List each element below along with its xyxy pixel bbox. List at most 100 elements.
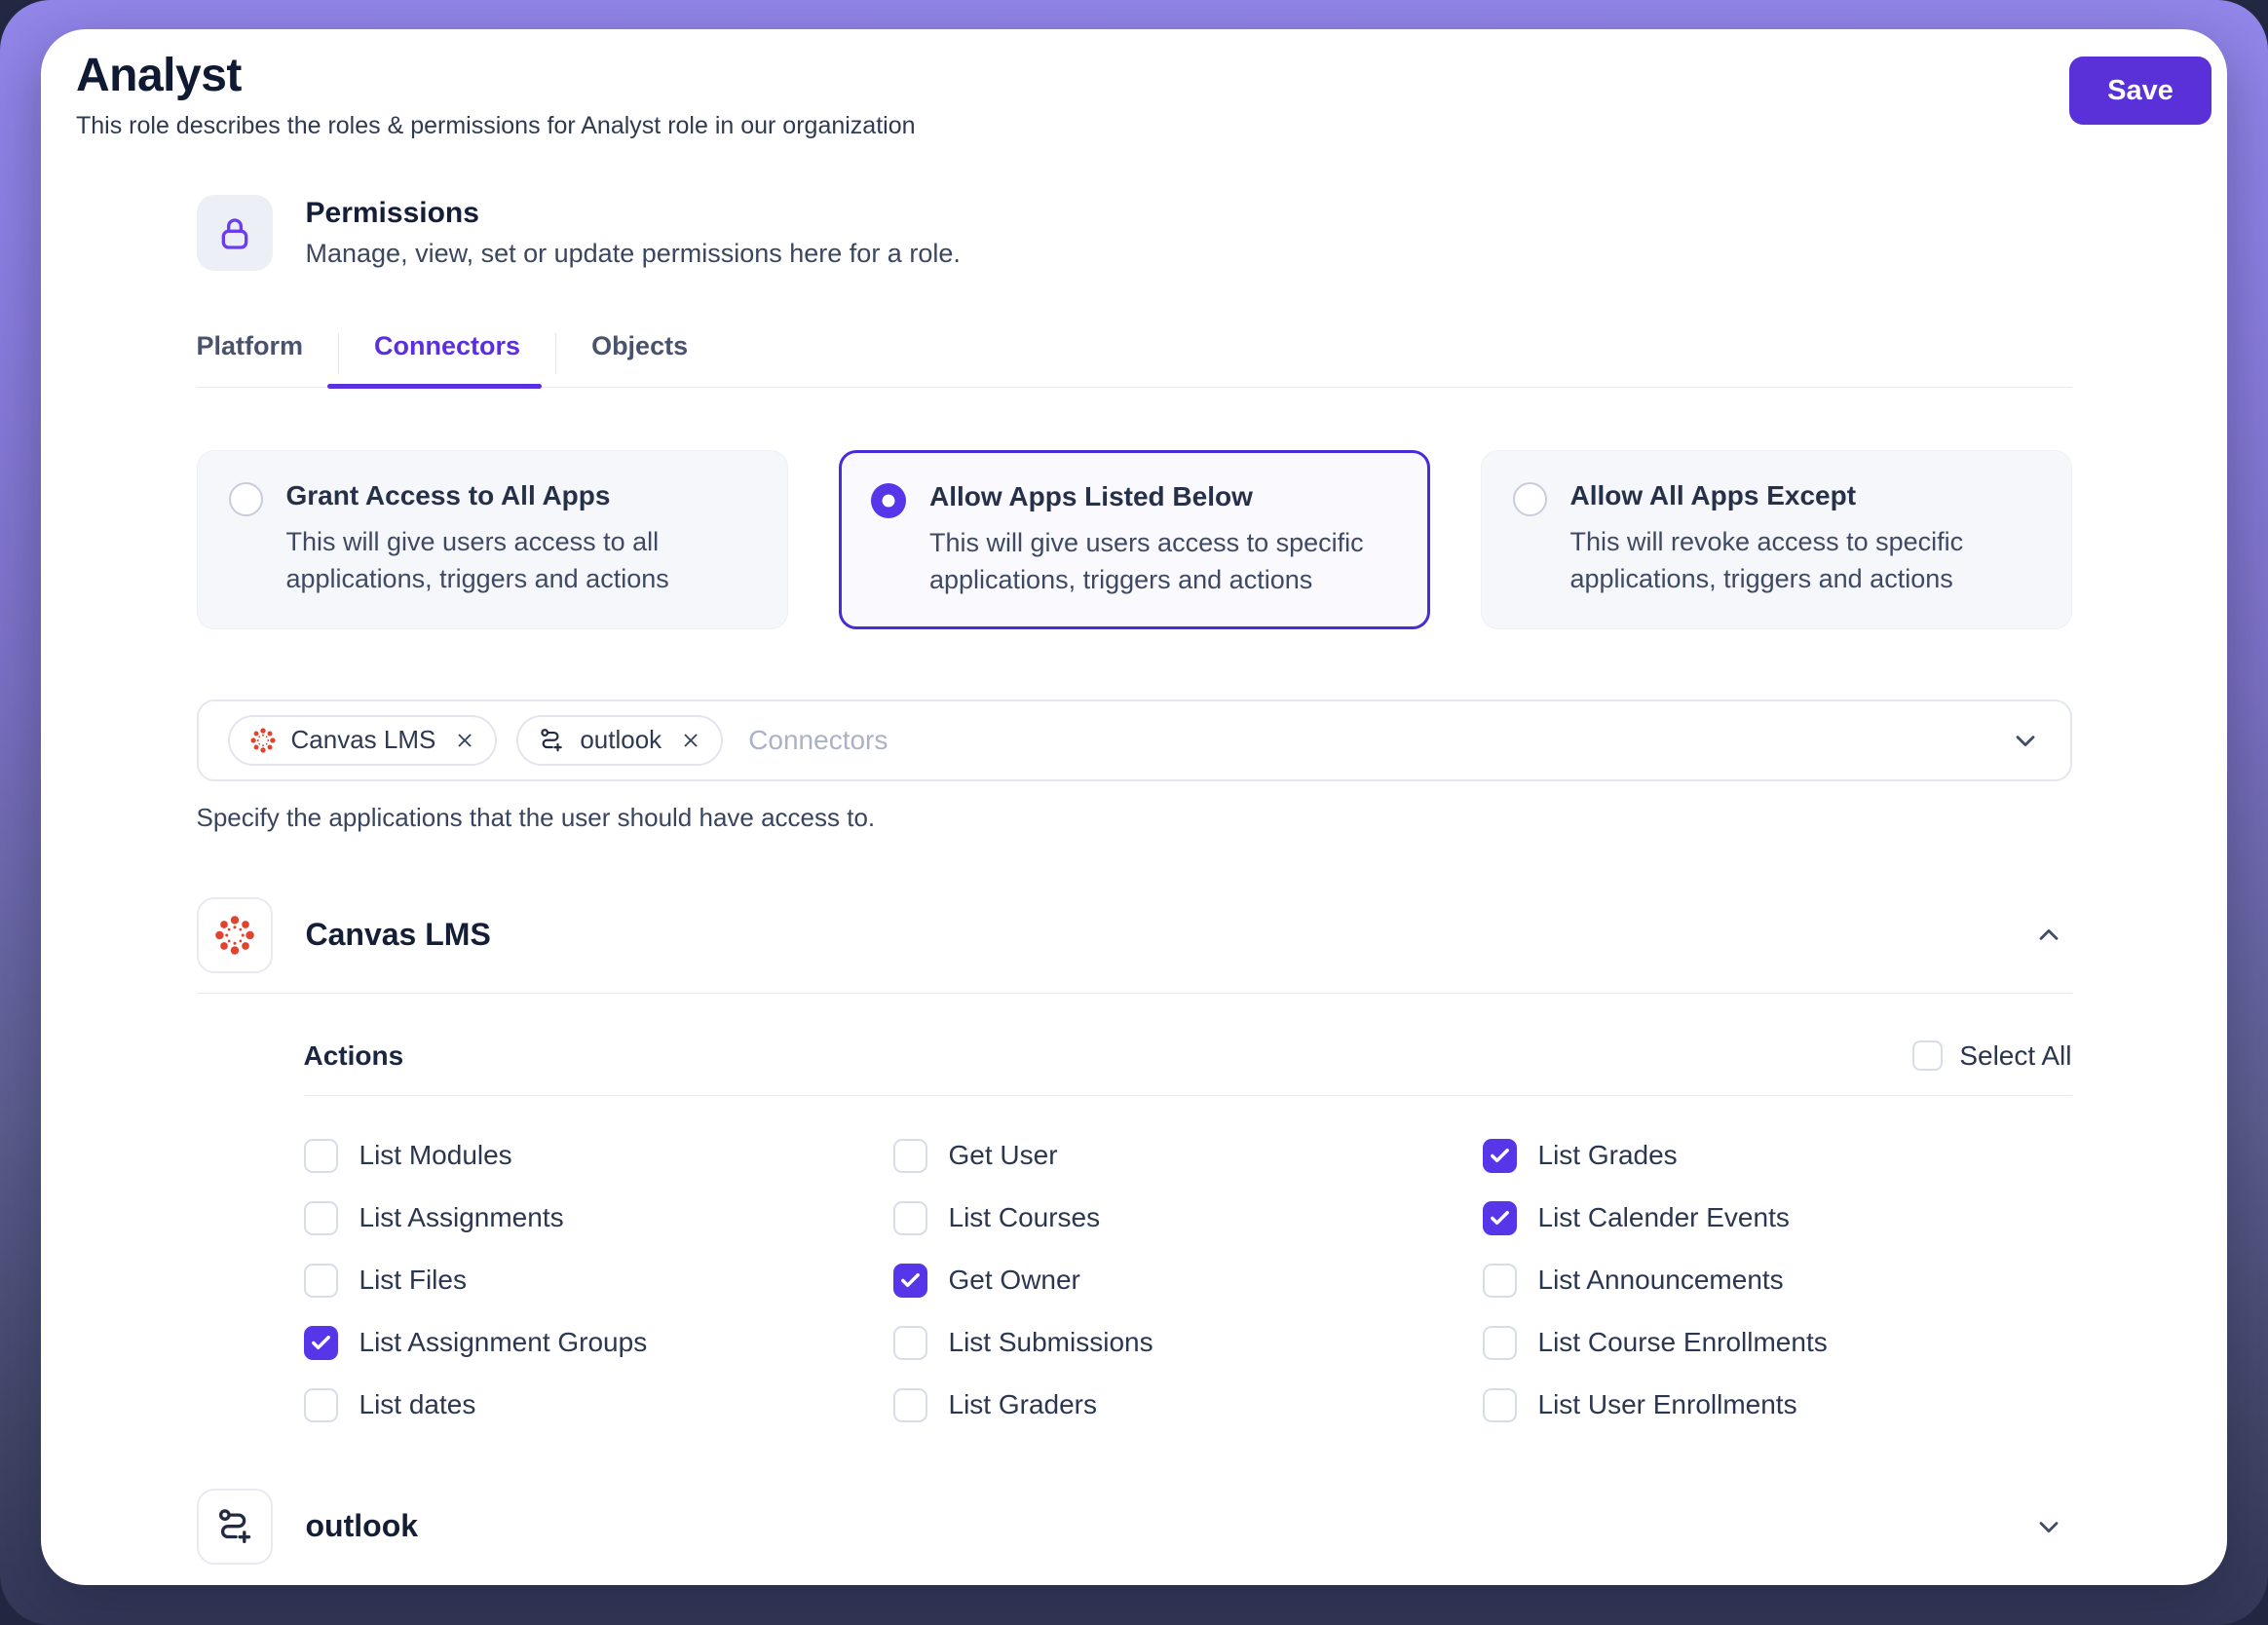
actions-checkbox-grid: List Modules List Assignments List Files… <box>303 1138 2072 1422</box>
checkbox[interactable] <box>1482 1263 1517 1298</box>
outlook-section-title: outlook <box>305 1508 419 1544</box>
action-checkbox-item[interactable]: List Courses <box>892 1200 1483 1235</box>
select-all-checkbox[interactable] <box>1912 1040 1944 1072</box>
action-checkbox-item[interactable]: List Assignments <box>303 1200 893 1235</box>
tab-connectors[interactable]: Connectors <box>327 331 555 389</box>
checkbox[interactable] <box>1482 1200 1517 1235</box>
tab-objects[interactable]: Objects <box>591 331 689 360</box>
connector-chip-label: Canvas LMS <box>290 725 436 755</box>
checkbox[interactable] <box>303 1263 338 1298</box>
tabs: Platform Connectors Objects <box>196 331 2072 389</box>
chevron-up-icon[interactable] <box>2033 920 2072 951</box>
role-card: Analyst This role describes the roles & … <box>41 29 2227 1585</box>
select-all-control[interactable]: Select All <box>1912 1039 2072 1072</box>
divider <box>303 1094 2072 1096</box>
checkbox[interactable] <box>303 1325 338 1360</box>
tab-divider <box>555 333 557 374</box>
canvas-section-title: Canvas LMS <box>305 917 491 953</box>
connectors-multiselect[interactable]: Connectors Canvas LMS outlook <box>196 699 2072 781</box>
divider <box>196 992 2072 994</box>
canvas-logo-icon <box>196 896 273 973</box>
connectors-placeholder: Connectors <box>748 724 888 755</box>
page-title: Analyst <box>76 50 242 101</box>
route-plus-icon <box>196 1488 273 1565</box>
action-checkbox-label: List Modules <box>359 1140 512 1171</box>
action-checkbox-label: List Course Enrollments <box>1537 1327 1828 1358</box>
checkbox[interactable] <box>892 1138 927 1173</box>
actions-column: List Grades List Calender Events List An… <box>1482 1138 2072 1422</box>
card-header: Analyst This role describes the roles & … <box>76 49 2211 140</box>
tab-divider <box>338 333 340 374</box>
radio-button[interactable] <box>1512 482 1547 516</box>
checkbox[interactable] <box>892 1200 927 1235</box>
connector-chip[interactable]: outlook <box>516 714 724 766</box>
access-option-card[interactable]: Grant Access to All Apps This will give … <box>196 450 788 629</box>
access-option-description: This will revoke access to specific appl… <box>1569 527 1964 594</box>
chevron-down-icon[interactable] <box>2010 725 2041 756</box>
checkbox[interactable] <box>1482 1325 1517 1360</box>
select-all-label: Select All <box>1959 1039 2072 1071</box>
action-checkbox-label: List Assignments <box>359 1202 564 1233</box>
access-option-card[interactable]: Allow All Apps Except This will revoke a… <box>1480 450 2072 629</box>
action-checkbox-label: Get Owner <box>948 1265 1080 1296</box>
action-checkbox-label: List Assignment Groups <box>359 1327 648 1358</box>
action-checkbox-label: List Submissions <box>948 1327 1153 1358</box>
access-option-title: Allow All Apps Except <box>1569 480 1857 510</box>
permissions-header: Permissions Manage, view, set or update … <box>196 195 2072 271</box>
save-button[interactable]: Save <box>2069 57 2211 125</box>
checkbox[interactable] <box>892 1263 927 1298</box>
action-checkbox-item[interactable]: List Grades <box>1482 1138 2072 1173</box>
action-checkbox-label: List Graders <box>948 1389 1098 1420</box>
checkbox[interactable] <box>303 1138 338 1173</box>
action-checkbox-item[interactable]: List User Enrollments <box>1482 1387 2072 1422</box>
access-option-description: This will give users access to specific … <box>929 527 1364 594</box>
checkbox[interactable] <box>1482 1387 1517 1422</box>
actions-column: List Modules List Assignments List Files… <box>303 1138 893 1422</box>
actions-column: Get User List Courses Get Owner List Sub… <box>892 1138 1483 1422</box>
radio-button[interactable] <box>228 482 263 516</box>
radio-button[interactable] <box>871 482 906 518</box>
action-checkbox-label: List Courses <box>948 1202 1101 1233</box>
permissions-subheading: Manage, view, set or update permissions … <box>305 239 961 268</box>
access-option-description: This will give users access to all appli… <box>285 527 669 594</box>
remove-chip-icon[interactable] <box>454 730 475 751</box>
action-checkbox-label: List Files <box>359 1265 467 1296</box>
permissions-heading: Permissions <box>305 197 479 229</box>
connectors-helper-text: Specify the applications that the user s… <box>196 802 876 832</box>
action-checkbox-label: List Calender Events <box>1537 1202 1790 1233</box>
action-checkbox-item[interactable]: List Calender Events <box>1482 1200 2072 1235</box>
tab-platform[interactable]: Platform <box>196 331 304 360</box>
canvas-section-header[interactable]: Canvas LMS <box>196 896 2072 973</box>
access-option-title: Allow Apps Listed Below <box>929 480 1253 511</box>
action-checkbox-label: List User Enrollments <box>1537 1389 1797 1420</box>
action-checkbox-item[interactable]: List Submissions <box>892 1325 1483 1360</box>
connector-chip-label: outlook <box>580 725 662 755</box>
action-checkbox-item[interactable]: Get User <box>892 1138 1483 1173</box>
chevron-down-icon[interactable] <box>2033 1511 2072 1542</box>
action-checkbox-item[interactable]: List Course Enrollments <box>1482 1325 2072 1360</box>
action-checkbox-item[interactable]: List Assignment Groups <box>303 1325 893 1360</box>
action-checkbox-item[interactable]: List Files <box>303 1263 893 1298</box>
action-checkbox-item[interactable]: List Modules <box>303 1138 893 1173</box>
action-checkbox-item[interactable]: List Graders <box>892 1387 1483 1422</box>
remove-chip-icon[interactable] <box>680 730 701 751</box>
action-checkbox-label: List Announcements <box>1537 1265 1784 1296</box>
page-subtitle: This role describes the roles & permissi… <box>76 112 916 139</box>
checkbox[interactable] <box>892 1325 927 1360</box>
checkbox[interactable] <box>303 1200 338 1235</box>
action-checkbox-item[interactable]: Get Owner <box>892 1263 1483 1298</box>
outlook-section-header[interactable]: outlook <box>196 1488 2072 1565</box>
action-checkbox-item[interactable]: List Announcements <box>1482 1263 2072 1298</box>
access-option-card[interactable]: Allow Apps Listed Below This will give u… <box>838 450 1430 629</box>
checkbox[interactable] <box>892 1387 927 1422</box>
access-options: Grant Access to All Apps This will give … <box>196 450 2072 629</box>
action-checkbox-label: List Grades <box>1537 1140 1678 1171</box>
connector-chip-icon <box>249 727 277 754</box>
lock-icon <box>196 195 273 271</box>
access-option-title: Grant Access to All Apps <box>285 480 611 510</box>
checkbox[interactable] <box>303 1387 338 1422</box>
action-checkbox-label: Get User <box>948 1140 1058 1171</box>
action-checkbox-item[interactable]: List dates <box>303 1387 893 1422</box>
connector-chip[interactable]: Canvas LMS <box>227 714 498 766</box>
checkbox[interactable] <box>1482 1138 1517 1173</box>
